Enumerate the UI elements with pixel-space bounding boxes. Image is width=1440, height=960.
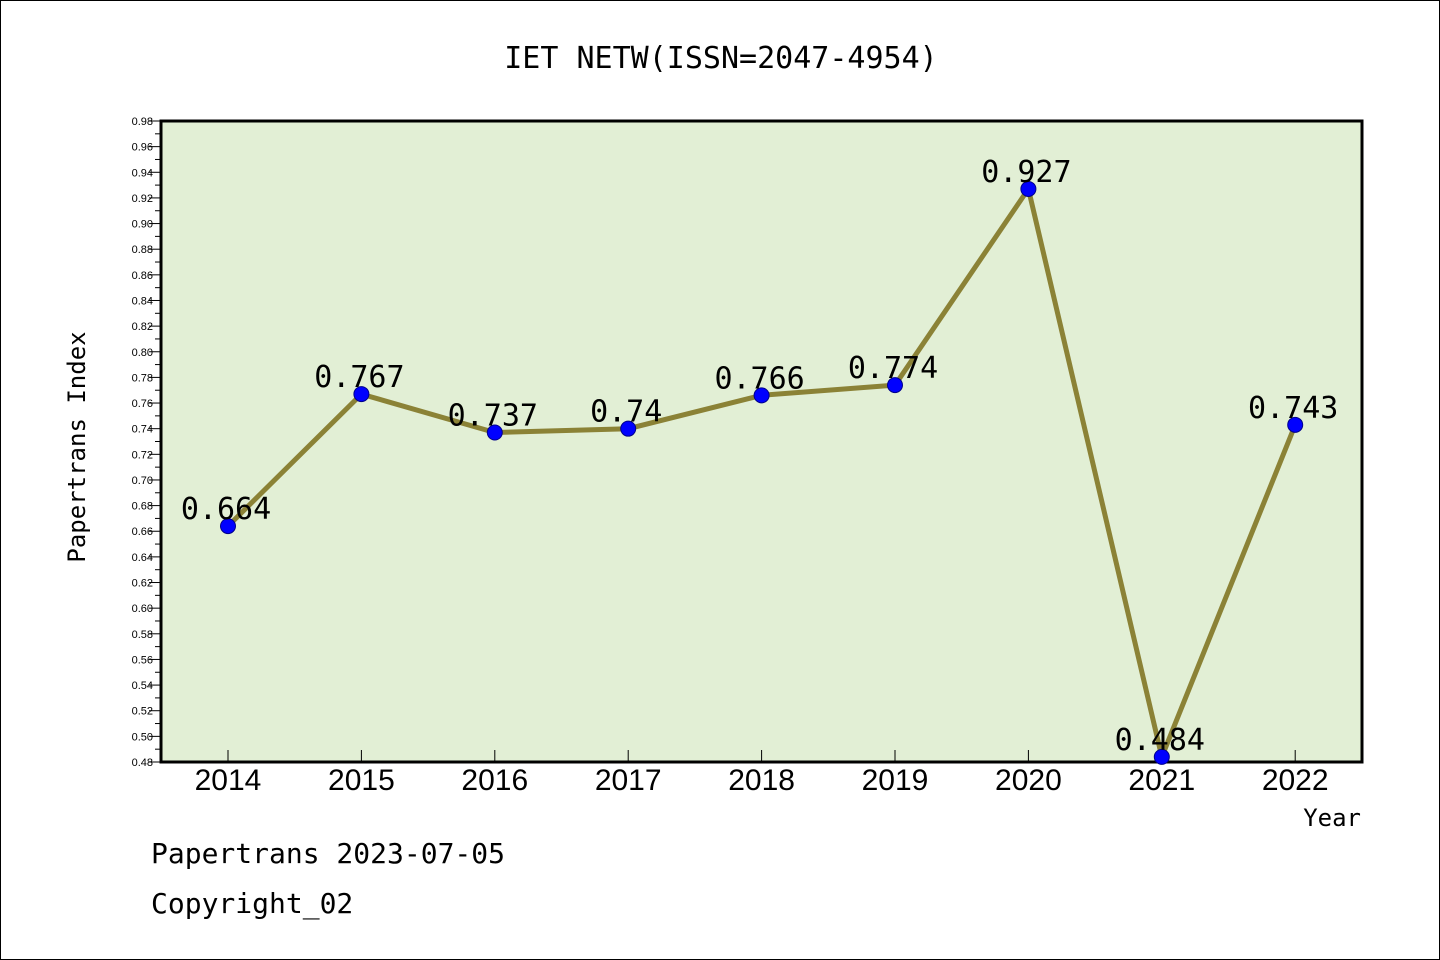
data-label-2016: 0.737 bbox=[448, 399, 538, 434]
y-tick-label: 0.90 bbox=[132, 219, 153, 231]
data-labels: 0.664 0.767 0.737 0.74 0.766 0.774 0.927 0.484 0… bbox=[181, 155, 1339, 758]
y-tick-label: 0.66 bbox=[132, 526, 153, 538]
y-tick-label: 0.88 bbox=[132, 244, 153, 256]
x-tick-label: 2017 bbox=[595, 764, 662, 797]
y-tick-label: 0.62 bbox=[132, 578, 153, 590]
y-tick-label: 0.76 bbox=[132, 398, 153, 410]
data-point-2016 bbox=[486, 424, 503, 441]
y-axis: 0.48 0.50 0.52 0.54 0.56 0.58 0.60 0.62 0.64 0.66… bbox=[132, 116, 161, 769]
data-point-2018 bbox=[753, 387, 770, 404]
y-tick-label: 0.98 bbox=[132, 116, 153, 128]
y-tick-label: 0.94 bbox=[132, 167, 153, 179]
x-tick-label: 2015 bbox=[328, 764, 395, 797]
data-label-2022: 0.743 bbox=[1248, 391, 1338, 426]
y-tick-label: 0.92 bbox=[132, 193, 153, 205]
x-tick-label: 2019 bbox=[862, 764, 929, 797]
y-tick-label: 0.72 bbox=[132, 449, 153, 461]
footer-date: Papertrans 2023-07-05 bbox=[151, 837, 506, 870]
data-point-2021 bbox=[1153, 748, 1170, 765]
data-point-2020 bbox=[1020, 180, 1037, 197]
chart-title: IET NETW(ISSN=2047-4954) bbox=[504, 41, 937, 76]
y-tick-label: 0.64 bbox=[132, 552, 153, 564]
footer-copyright: Copyright_02 bbox=[151, 887, 354, 920]
y-tick-label: 0.56 bbox=[132, 654, 153, 666]
data-point-2022 bbox=[1287, 416, 1304, 433]
plot-area bbox=[159, 119, 1364, 764]
x-tick-label: 2022 bbox=[1262, 764, 1329, 797]
y-tick-label: 0.70 bbox=[132, 475, 153, 487]
y-tick-label: 0.48 bbox=[132, 757, 153, 769]
data-point-2015 bbox=[353, 386, 370, 403]
y-tick-label: 0.52 bbox=[132, 706, 153, 718]
x-axis-label: Year bbox=[1303, 804, 1361, 832]
y-tick-label: 0.50 bbox=[132, 731, 153, 743]
data-label-2015: 0.767 bbox=[314, 360, 404, 395]
data-label-2019: 0.774 bbox=[848, 351, 938, 386]
x-tick-label: 2016 bbox=[461, 764, 528, 797]
data-point-2019 bbox=[887, 377, 903, 394]
y-tick-label: 0.54 bbox=[132, 680, 153, 692]
data-label-2014: 0.664 bbox=[181, 492, 271, 527]
x-tick-label: 2018 bbox=[728, 764, 795, 797]
y-tick-label: 0.60 bbox=[132, 603, 153, 615]
y-tick-label: 0.68 bbox=[132, 501, 153, 513]
y-tick-label: 0.84 bbox=[132, 295, 153, 307]
y-tick-label: 0.96 bbox=[132, 142, 153, 154]
x-tick-label: 2021 bbox=[1128, 764, 1195, 797]
y-tick-label: 0.74 bbox=[132, 424, 153, 436]
series-markers bbox=[220, 180, 1304, 765]
x-tick-label: 2020 bbox=[995, 764, 1062, 797]
data-label-2021: 0.484 bbox=[1115, 723, 1205, 758]
data-label-2018: 0.766 bbox=[714, 361, 804, 396]
data-point-2014 bbox=[220, 518, 236, 535]
y-tick-label: 0.86 bbox=[132, 270, 153, 282]
x-axis: 2014 2015 2016 2017 2018 2019 2020 2021 2022 bbox=[195, 750, 1329, 797]
y-tick-label: 0.80 bbox=[132, 347, 153, 359]
x-tick-label: 2014 bbox=[195, 764, 262, 797]
data-point-2017 bbox=[620, 420, 637, 437]
y-axis-label: Papertrans Index bbox=[63, 331, 91, 562]
y-tick-label: 0.82 bbox=[132, 321, 153, 333]
y-tick-label: 0.58 bbox=[132, 629, 153, 641]
y-tick-label: 0.78 bbox=[132, 372, 153, 384]
data-label-2020: 0.927 bbox=[981, 155, 1071, 190]
data-label-2017: 0.74 bbox=[590, 395, 662, 430]
